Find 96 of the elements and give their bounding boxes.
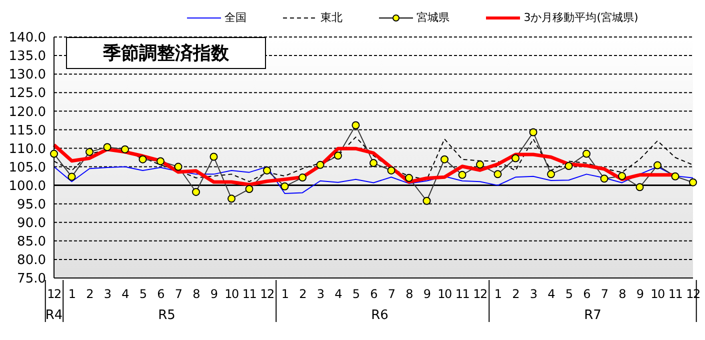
y-tick-label: 115.0 xyxy=(8,123,46,138)
point xyxy=(245,185,254,194)
x-tick-label: 3 xyxy=(104,287,111,301)
y-tick-label: 95.0 xyxy=(17,197,46,212)
point xyxy=(121,145,129,154)
point xyxy=(476,160,484,169)
x-tick-label: 1 xyxy=(494,287,502,301)
x-tick-label: 9 xyxy=(210,287,218,301)
y-tick-label: 125.0 xyxy=(8,86,46,102)
x-tick-label: 6 xyxy=(157,287,164,301)
point xyxy=(103,143,112,152)
point xyxy=(387,166,396,174)
x-tick-label: 10 xyxy=(650,287,664,301)
point xyxy=(512,154,520,162)
x-tick-label: 3 xyxy=(316,287,324,301)
y-tick-label: 75.0 xyxy=(17,272,46,287)
x-tick-label: 2 xyxy=(299,287,306,301)
x-tick-label: 9 xyxy=(423,287,430,301)
y-tick-label: 90.0 xyxy=(17,216,46,231)
text: R6 xyxy=(371,308,388,323)
point xyxy=(192,188,200,196)
point xyxy=(280,182,289,190)
point xyxy=(210,152,218,161)
point xyxy=(405,174,413,182)
point xyxy=(654,161,662,170)
point xyxy=(334,152,342,160)
text: R4 xyxy=(45,308,63,323)
x-tick-label: 11 xyxy=(242,287,256,301)
y-tick-label: 80.0 xyxy=(17,253,46,268)
text: R5 xyxy=(158,308,176,323)
point xyxy=(582,150,590,158)
point xyxy=(636,183,644,192)
legend-label: 3か月移動平均(宮城県) xyxy=(522,10,638,25)
x-tick-label: 3 xyxy=(530,287,537,301)
point xyxy=(494,170,502,178)
x-tick-label: 4 xyxy=(334,287,342,301)
x-tick-label: 2 xyxy=(512,287,520,301)
x-tick-label: 5 xyxy=(139,287,146,301)
point xyxy=(68,172,76,181)
point xyxy=(458,170,466,179)
y-tick-label: 140.0 xyxy=(8,30,46,46)
point xyxy=(370,159,378,168)
point xyxy=(600,174,608,183)
point xyxy=(138,155,147,164)
x-tick-label: 5 xyxy=(352,287,360,301)
x-tick-label: 1 xyxy=(68,287,76,301)
x-tick-label: 7 xyxy=(174,287,182,301)
y-tick-label: 85.0 xyxy=(17,234,46,250)
point xyxy=(50,150,58,158)
x-tick-label: 5 xyxy=(565,287,572,301)
legend-label: 東北 xyxy=(320,10,343,25)
point xyxy=(156,157,164,166)
legend-label: 宮城県 xyxy=(416,10,450,25)
point xyxy=(86,148,94,156)
point xyxy=(228,194,236,203)
x-tick-label: 7 xyxy=(388,287,395,301)
x-tick-label: 6 xyxy=(583,287,590,301)
point xyxy=(671,172,680,180)
title-box: 季節調整済指数 xyxy=(66,37,266,69)
y-tick-label: 135.0 xyxy=(8,49,46,64)
y-tick-label: 130.0 xyxy=(8,68,46,83)
point xyxy=(440,155,448,164)
x-tick-label: 2 xyxy=(86,287,94,301)
x-tick-label: 6 xyxy=(370,287,378,301)
point xyxy=(316,160,324,169)
x-tick-label: 8 xyxy=(618,287,626,301)
x-tick-label: 10 xyxy=(224,287,238,301)
point xyxy=(529,128,538,136)
x-tick-label: 11 xyxy=(455,287,470,301)
point xyxy=(618,172,626,180)
x-tick-label: 12 xyxy=(260,287,274,301)
x-tick-label: 4 xyxy=(548,287,555,301)
y-tick-label: 120.0 xyxy=(8,104,46,120)
x-tick-label: 7 xyxy=(600,287,608,301)
x-tick-label: 12 xyxy=(47,287,61,301)
point xyxy=(352,121,360,130)
point xyxy=(422,196,431,205)
x-tick-label: 9 xyxy=(636,287,644,301)
point xyxy=(263,166,271,174)
y-tick-label: 110.0 xyxy=(8,142,46,157)
y-tick-label: 105.0 xyxy=(8,160,46,176)
x-tick-label: 12 xyxy=(473,287,487,301)
text: R7 xyxy=(584,308,602,323)
point xyxy=(298,174,306,182)
x-tick-label: 11 xyxy=(668,287,682,301)
x-tick-label: 8 xyxy=(406,287,413,301)
x-tick-label: 10 xyxy=(438,287,452,301)
point xyxy=(564,162,573,170)
point xyxy=(547,170,555,178)
x-tick-label: 4 xyxy=(122,287,129,301)
point xyxy=(689,178,697,186)
legend-label: 全国 xyxy=(224,10,247,25)
point xyxy=(174,162,182,171)
y-tick-label: 100.0 xyxy=(8,178,46,194)
x-tick-label: 8 xyxy=(192,287,200,301)
x-tick-label: 1 xyxy=(281,287,288,301)
